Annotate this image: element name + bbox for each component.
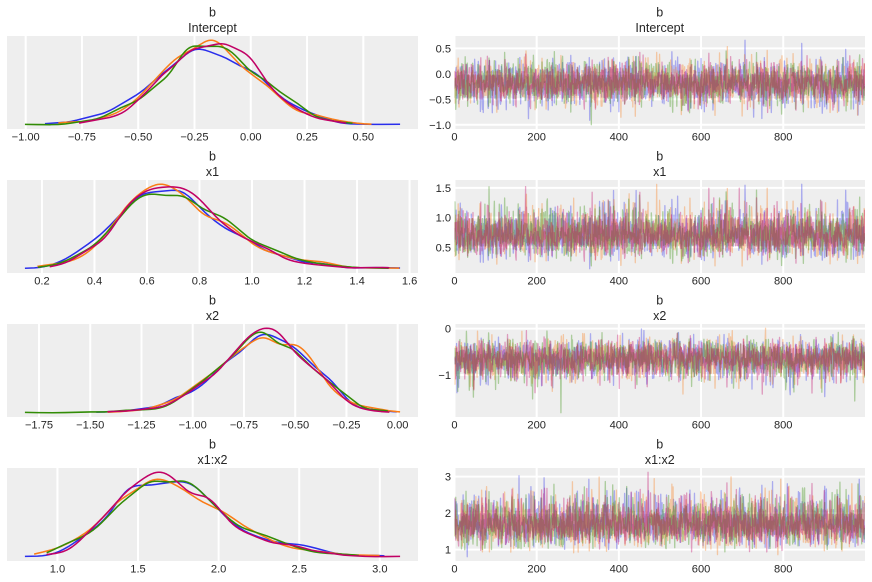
svg-text:0: 0 <box>451 564 457 576</box>
svg-text:0.50: 0.50 <box>352 132 374 144</box>
svg-text:−1.00: −1.00 <box>179 420 207 432</box>
svg-text:3: 3 <box>445 472 451 484</box>
svg-text:3.0: 3.0 <box>372 564 387 576</box>
svg-text:x1:x2: x1:x2 <box>198 453 228 467</box>
svg-text:−1.00: −1.00 <box>12 132 40 144</box>
svg-text:200: 200 <box>527 132 546 144</box>
svg-text:x1: x1 <box>653 165 666 179</box>
svg-text:−0.75: −0.75 <box>230 420 258 432</box>
svg-text:0: 0 <box>451 276 457 288</box>
svg-text:b: b <box>209 294 216 308</box>
svg-text:−0.50: −0.50 <box>124 132 152 144</box>
svg-text:b: b <box>209 438 216 452</box>
svg-text:1.5: 1.5 <box>436 183 451 195</box>
svg-text:−0.25: −0.25 <box>180 132 208 144</box>
svg-text:2.0: 2.0 <box>211 564 226 576</box>
svg-text:b: b <box>656 6 663 20</box>
svg-text:800: 800 <box>774 276 793 288</box>
svg-text:1.0: 1.0 <box>244 276 259 288</box>
svg-text:−0.50: −0.50 <box>281 420 309 432</box>
svg-text:1.6: 1.6 <box>402 276 417 288</box>
svg-text:−0.5: −0.5 <box>429 94 451 106</box>
svg-text:0.5: 0.5 <box>436 242 451 254</box>
svg-text:600: 600 <box>692 564 711 576</box>
svg-text:b: b <box>656 150 663 164</box>
svg-text:x2: x2 <box>653 309 666 323</box>
svg-text:200: 200 <box>527 276 546 288</box>
svg-text:0.0: 0.0 <box>436 69 451 81</box>
svg-text:2.5: 2.5 <box>291 564 306 576</box>
svg-text:0: 0 <box>445 324 451 336</box>
svg-text:2: 2 <box>445 508 451 520</box>
svg-text:x1: x1 <box>206 165 219 179</box>
svg-text:0.25: 0.25 <box>296 132 318 144</box>
svg-text:600: 600 <box>692 276 711 288</box>
svg-text:200: 200 <box>527 420 546 432</box>
svg-text:400: 400 <box>610 564 629 576</box>
svg-text:1.0: 1.0 <box>50 564 65 576</box>
svg-text:Intercept: Intercept <box>635 21 684 35</box>
svg-text:−0.25: −0.25 <box>332 420 360 432</box>
svg-text:800: 800 <box>774 132 793 144</box>
svg-text:0.00: 0.00 <box>387 420 409 432</box>
svg-text:1.4: 1.4 <box>349 276 364 288</box>
svg-text:1.0: 1.0 <box>436 213 451 225</box>
svg-text:−1.50: −1.50 <box>76 420 104 432</box>
svg-text:400: 400 <box>610 276 629 288</box>
svg-text:800: 800 <box>774 564 793 576</box>
svg-text:Intercept: Intercept <box>188 21 237 35</box>
svg-text:b: b <box>656 294 663 308</box>
svg-text:x2: x2 <box>206 309 219 323</box>
svg-text:0.5: 0.5 <box>436 43 451 55</box>
svg-text:0.2: 0.2 <box>34 276 49 288</box>
svg-text:1.5: 1.5 <box>130 564 145 576</box>
svg-text:x1:x2: x1:x2 <box>645 453 675 467</box>
svg-text:b: b <box>656 438 663 452</box>
svg-text:−1: −1 <box>438 370 451 382</box>
svg-text:600: 600 <box>692 420 711 432</box>
svg-text:−1.75: −1.75 <box>25 420 53 432</box>
svg-text:0.6: 0.6 <box>139 276 154 288</box>
svg-text:800: 800 <box>774 420 793 432</box>
svg-text:600: 600 <box>692 132 711 144</box>
svg-text:400: 400 <box>610 420 629 432</box>
svg-text:b: b <box>209 150 216 164</box>
svg-text:0: 0 <box>451 420 457 432</box>
svg-text:−1.25: −1.25 <box>127 420 155 432</box>
svg-text:200: 200 <box>527 564 546 576</box>
svg-text:1: 1 <box>445 545 451 557</box>
svg-text:0.8: 0.8 <box>192 276 207 288</box>
svg-text:400: 400 <box>610 132 629 144</box>
svg-text:0.4: 0.4 <box>87 276 102 288</box>
svg-text:1.2: 1.2 <box>297 276 312 288</box>
svg-text:−1.0: −1.0 <box>429 120 451 132</box>
svg-text:0.00: 0.00 <box>240 132 262 144</box>
svg-text:b: b <box>209 6 216 20</box>
svg-text:−0.75: −0.75 <box>68 132 96 144</box>
svg-text:0: 0 <box>451 132 457 144</box>
